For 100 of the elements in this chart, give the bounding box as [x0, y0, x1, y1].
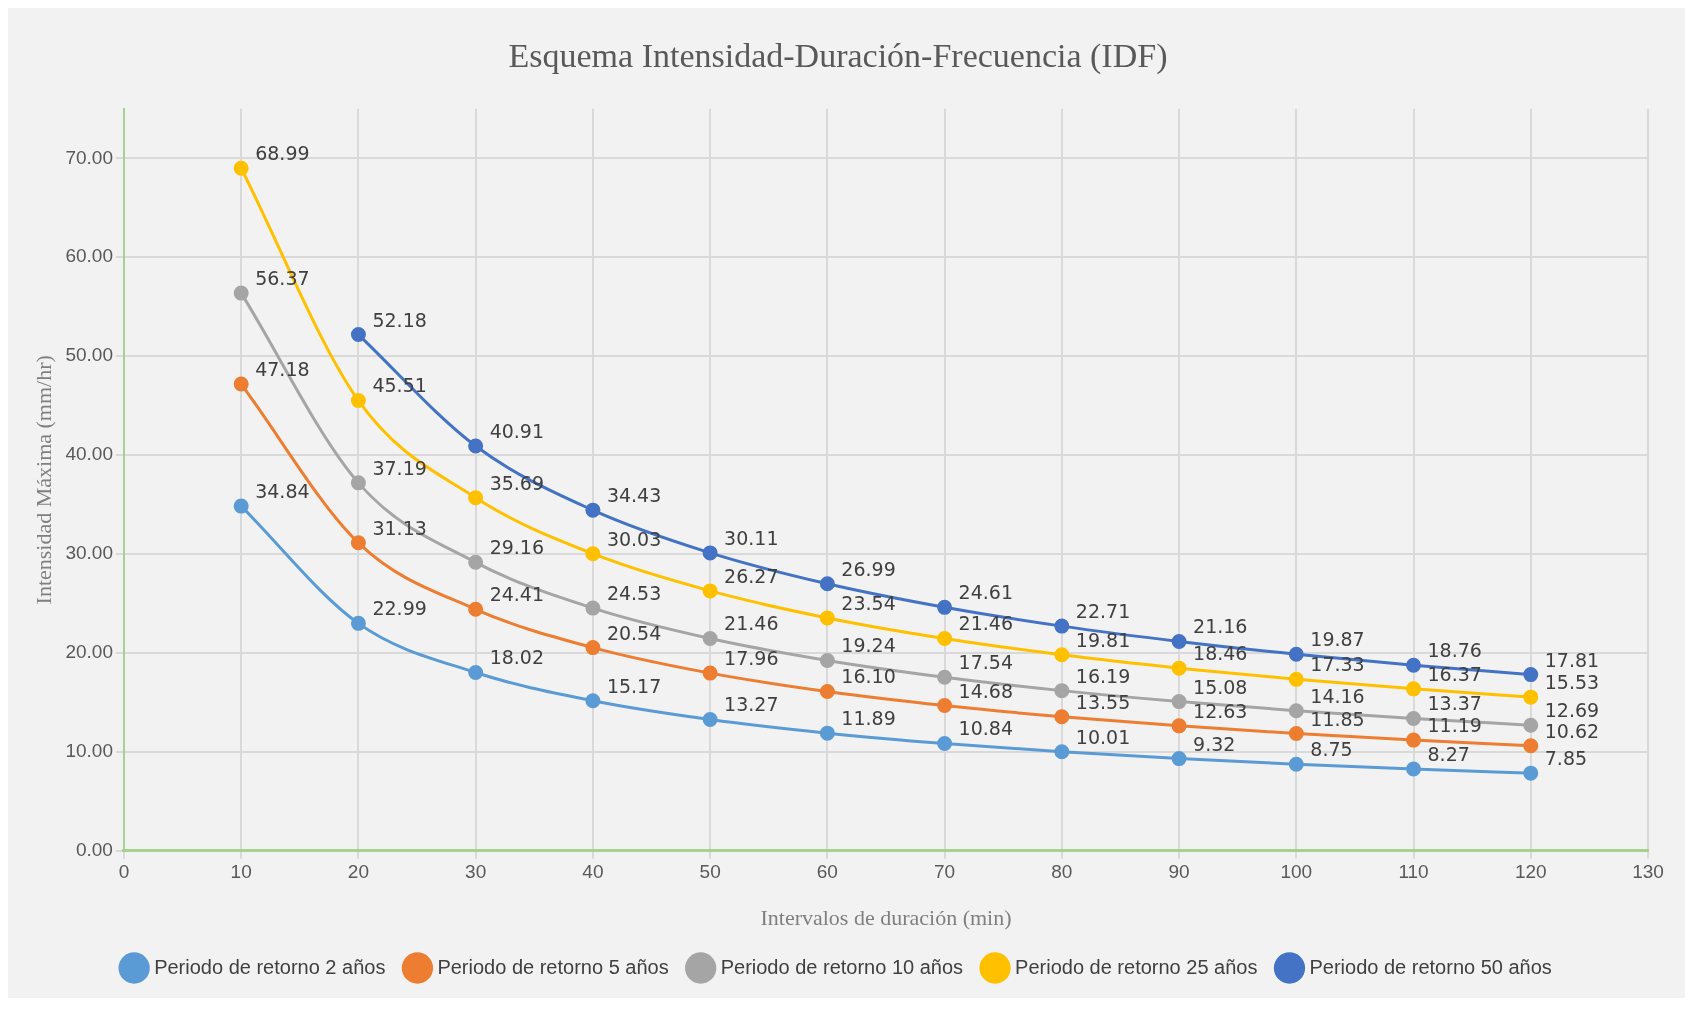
x-tick-label: 20	[347, 861, 369, 883]
y-tick-label: 0.00	[75, 839, 113, 861]
data-label: 30.11	[724, 526, 779, 549]
point	[1288, 646, 1304, 662]
data-label: 13.27	[724, 693, 779, 716]
data-label: 10.84	[958, 717, 1013, 740]
data-label: 17.54	[958, 651, 1013, 674]
point	[819, 684, 835, 700]
data-label: 18.76	[1427, 639, 1482, 662]
data-label: 12.69	[1544, 699, 1600, 722]
data-label: 20.54	[606, 621, 662, 644]
data-label: 10.62	[1544, 719, 1600, 742]
data-label: 13.55	[1075, 690, 1131, 713]
x-tick-label: 90	[1168, 861, 1190, 883]
point	[585, 600, 601, 616]
data-label: 34.84	[255, 480, 310, 503]
point	[1288, 726, 1304, 742]
legend-label: Periodo de retorno 10 años	[720, 955, 964, 978]
point	[1523, 765, 1539, 781]
legend-label: Periodo de retorno 5 años	[437, 955, 669, 978]
point	[937, 630, 953, 646]
x-tick-label: 50	[699, 861, 721, 883]
data-label: 18.02	[489, 646, 545, 669]
point	[1406, 732, 1422, 748]
legend-label: Periodo de retorno 25 años	[1015, 955, 1258, 978]
data-label: 34.43	[606, 484, 662, 507]
data-label: 47.18	[255, 357, 310, 380]
x-tick-label: 30	[465, 861, 487, 883]
data-label: 26.99	[841, 557, 896, 580]
data-label: 37.19	[372, 456, 427, 479]
point	[468, 438, 484, 454]
point	[233, 376, 249, 392]
point	[1171, 633, 1187, 649]
point	[1054, 683, 1070, 699]
point	[819, 576, 835, 592]
point	[468, 554, 484, 570]
data-label: 14.68	[958, 679, 1013, 702]
data-label: 19.81	[1075, 628, 1131, 651]
point	[1523, 738, 1539, 754]
x-tick-label: 110	[1398, 861, 1429, 883]
x-tick-label: 10	[230, 861, 252, 883]
y-tick-label: 70.00	[65, 146, 113, 168]
data-label: 7.85	[1544, 747, 1588, 770]
point	[350, 615, 366, 631]
data-label: 15.08	[1193, 675, 1248, 698]
point	[233, 285, 249, 301]
data-label: 11.19	[1427, 714, 1482, 737]
data-label: 8.75	[1310, 738, 1353, 761]
data-label: 52.18	[372, 308, 427, 331]
x-tick-label: 120	[1514, 861, 1547, 883]
y-tick-label: 40.00	[65, 443, 113, 465]
data-label: 31.13	[372, 516, 427, 539]
point	[819, 652, 835, 668]
x-tick-label: 80	[1051, 861, 1073, 883]
data-label: 19.24	[841, 634, 896, 657]
y-tick-label: 60.00	[65, 245, 113, 267]
point	[350, 535, 366, 551]
data-label: 10.01	[1075, 725, 1131, 748]
point	[1406, 711, 1422, 727]
point	[1406, 657, 1422, 673]
point	[1406, 761, 1422, 777]
x-tick-label: 130	[1632, 861, 1664, 883]
legend-label: Periodo de retorno 2 años	[154, 955, 386, 978]
point	[702, 583, 718, 599]
point	[1523, 689, 1539, 705]
point	[1054, 744, 1070, 760]
point	[937, 669, 953, 685]
point	[1171, 660, 1187, 676]
x-tick-label: 0	[118, 861, 130, 883]
data-label: 8.27	[1427, 742, 1470, 765]
point	[585, 546, 601, 562]
data-label: 16.10	[841, 665, 896, 688]
chart-title: Esquema Intensidad-Duración-Frecuencia (IDF)	[508, 37, 1168, 76]
y-tick-label: 30.00	[65, 542, 113, 564]
data-label: 11.85	[1310, 707, 1365, 730]
x-tick-label: 40	[582, 861, 604, 883]
point	[1523, 667, 1539, 683]
point	[937, 698, 953, 714]
y-tick-label: 50.00	[65, 344, 113, 366]
data-label: 17.33	[1310, 653, 1365, 676]
point	[937, 736, 953, 752]
point	[350, 327, 366, 343]
data-label: 12.63	[1193, 699, 1248, 722]
point	[702, 712, 718, 728]
data-label: 68.99	[255, 142, 310, 165]
data-label: 15.53	[1544, 671, 1600, 694]
point	[233, 160, 249, 176]
data-label: 16.19	[1075, 664, 1131, 687]
point	[233, 498, 249, 514]
data-label: 15.17	[606, 674, 662, 697]
y-axis-title: Intensidad Máxima (mm/hr)	[30, 355, 56, 605]
data-label: 21.46	[724, 612, 779, 635]
data-label: 18.46	[1193, 642, 1248, 665]
point	[350, 475, 366, 491]
data-label: 24.41	[489, 583, 545, 606]
point	[1406, 681, 1422, 697]
data-label: 24.53	[606, 582, 662, 605]
point	[702, 630, 718, 646]
point	[1054, 647, 1070, 663]
data-label: 40.91	[489, 420, 545, 442]
